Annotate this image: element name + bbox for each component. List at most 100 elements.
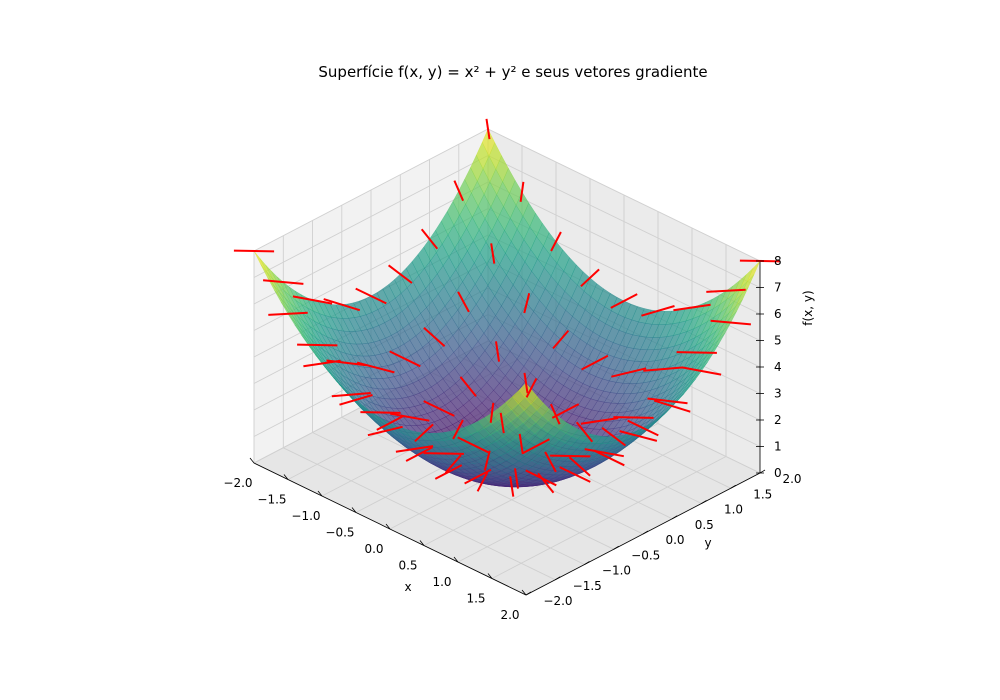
gradient-vector (476, 471, 489, 492)
gradient-vector (549, 403, 561, 425)
gradient-vector (331, 392, 371, 398)
z-tick-label: 6 (774, 307, 782, 321)
gradient-vector (367, 425, 403, 437)
gradient-vector (268, 311, 308, 316)
gradient-vector (525, 377, 538, 398)
gradient-vector (710, 319, 751, 326)
gradient-vector (323, 298, 361, 312)
z-tick-label: 1 (774, 440, 782, 454)
z-tick-label: 7 (774, 281, 782, 295)
gradient-vector (453, 180, 465, 202)
gradient-vector (263, 279, 304, 285)
y-tick (730, 484, 736, 489)
gradient-vector (490, 243, 496, 264)
x-tick (487, 573, 493, 579)
gradient-vector (601, 427, 627, 447)
y-tick (672, 515, 678, 520)
gradient-vector (485, 118, 491, 140)
gradient-vector (550, 231, 562, 252)
gradient-vector (611, 367, 647, 378)
gradient-vector (457, 436, 489, 454)
y-tick-label: 1.0 (724, 503, 743, 517)
y-tick (701, 500, 707, 504)
gradient-vector (423, 327, 446, 347)
x-tick-label: −2.0 (223, 476, 252, 490)
gradient-vector (568, 456, 591, 477)
surface-facet (518, 382, 533, 398)
gradient-vector (457, 291, 470, 313)
x-tick-label: 2.0 (500, 608, 519, 622)
gradient-vector (537, 472, 555, 494)
gradient-vector (509, 476, 515, 497)
gradient-vector (673, 303, 711, 312)
gradient-vector (544, 451, 557, 473)
x-tick (317, 490, 323, 497)
z-tick-label: 2 (774, 413, 782, 427)
gradient-vector (434, 464, 463, 480)
y-tick-label: 1.5 (753, 487, 772, 501)
gradient-vector (676, 351, 717, 354)
gradient-vector (627, 419, 659, 437)
gradient-vector (522, 438, 550, 454)
gradient-vector (483, 450, 491, 471)
gradient-vector (519, 181, 525, 202)
gradient-vector (681, 366, 722, 376)
x-tick (385, 523, 391, 530)
z-tick-label: 5 (774, 334, 782, 348)
z-tick-label: 3 (774, 387, 782, 401)
gradient-vector (297, 343, 338, 347)
gradient-vector (581, 354, 609, 371)
x-axis-label: x (404, 580, 411, 594)
y-axis-label: y (704, 536, 711, 550)
x-tick (419, 540, 425, 546)
gradient-vector (706, 288, 746, 293)
x-tick (521, 589, 527, 596)
gradient-vector (395, 445, 434, 453)
gradient-vector (444, 454, 462, 474)
x-tick-label: 0.5 (398, 559, 417, 573)
gradient-vector (613, 416, 654, 419)
gradient-vector (514, 468, 519, 489)
gradient-vector (580, 268, 600, 288)
y-tick-label: −0.5 (631, 548, 660, 562)
gradient-vector (593, 449, 625, 467)
y-tick-label: −2.0 (543, 594, 572, 608)
y-tick-label: 2.0 (782, 472, 801, 486)
x-tick-label: 1.5 (466, 592, 485, 606)
y-tick-label: −1.0 (602, 564, 631, 578)
gradient-vector (619, 430, 658, 442)
gradient-vector (653, 399, 691, 413)
gradient-vector (489, 402, 495, 423)
gradient-vector (641, 305, 675, 317)
gradient-vector (423, 400, 455, 417)
gradient-vector (414, 423, 434, 443)
y-tick (555, 576, 561, 581)
gradient-vector (452, 419, 464, 440)
x-tick-label: −0.5 (325, 526, 354, 540)
gradient-vector (495, 341, 500, 362)
x-tick (453, 556, 459, 563)
gradient-vector (303, 359, 341, 368)
y-tick (642, 530, 649, 535)
x-tick-label: −1.0 (291, 509, 320, 523)
x-tick-label: 1.0 (432, 575, 451, 589)
x-tick-label: 0.0 (364, 542, 383, 556)
y-tick-label: 0.0 (665, 533, 684, 547)
y-tick (584, 561, 590, 565)
gradient-vector (233, 249, 275, 253)
z-tick-label: 8 (774, 254, 782, 268)
y-tick-label: 0.5 (695, 518, 714, 532)
gradient-vector (575, 421, 594, 443)
gradient-vector (387, 264, 413, 284)
gradient-vector (389, 350, 421, 368)
gradient-vector (376, 415, 404, 431)
gradient-vector (584, 448, 624, 458)
gradient-vector (405, 446, 433, 462)
surface-mesh (253, 128, 761, 488)
gradient-vector (550, 454, 591, 458)
gradient-vector (355, 287, 387, 305)
x-tick-label: −1.5 (257, 493, 286, 507)
gradient-vector (499, 412, 505, 434)
y-tick-label: −1.5 (573, 579, 602, 593)
